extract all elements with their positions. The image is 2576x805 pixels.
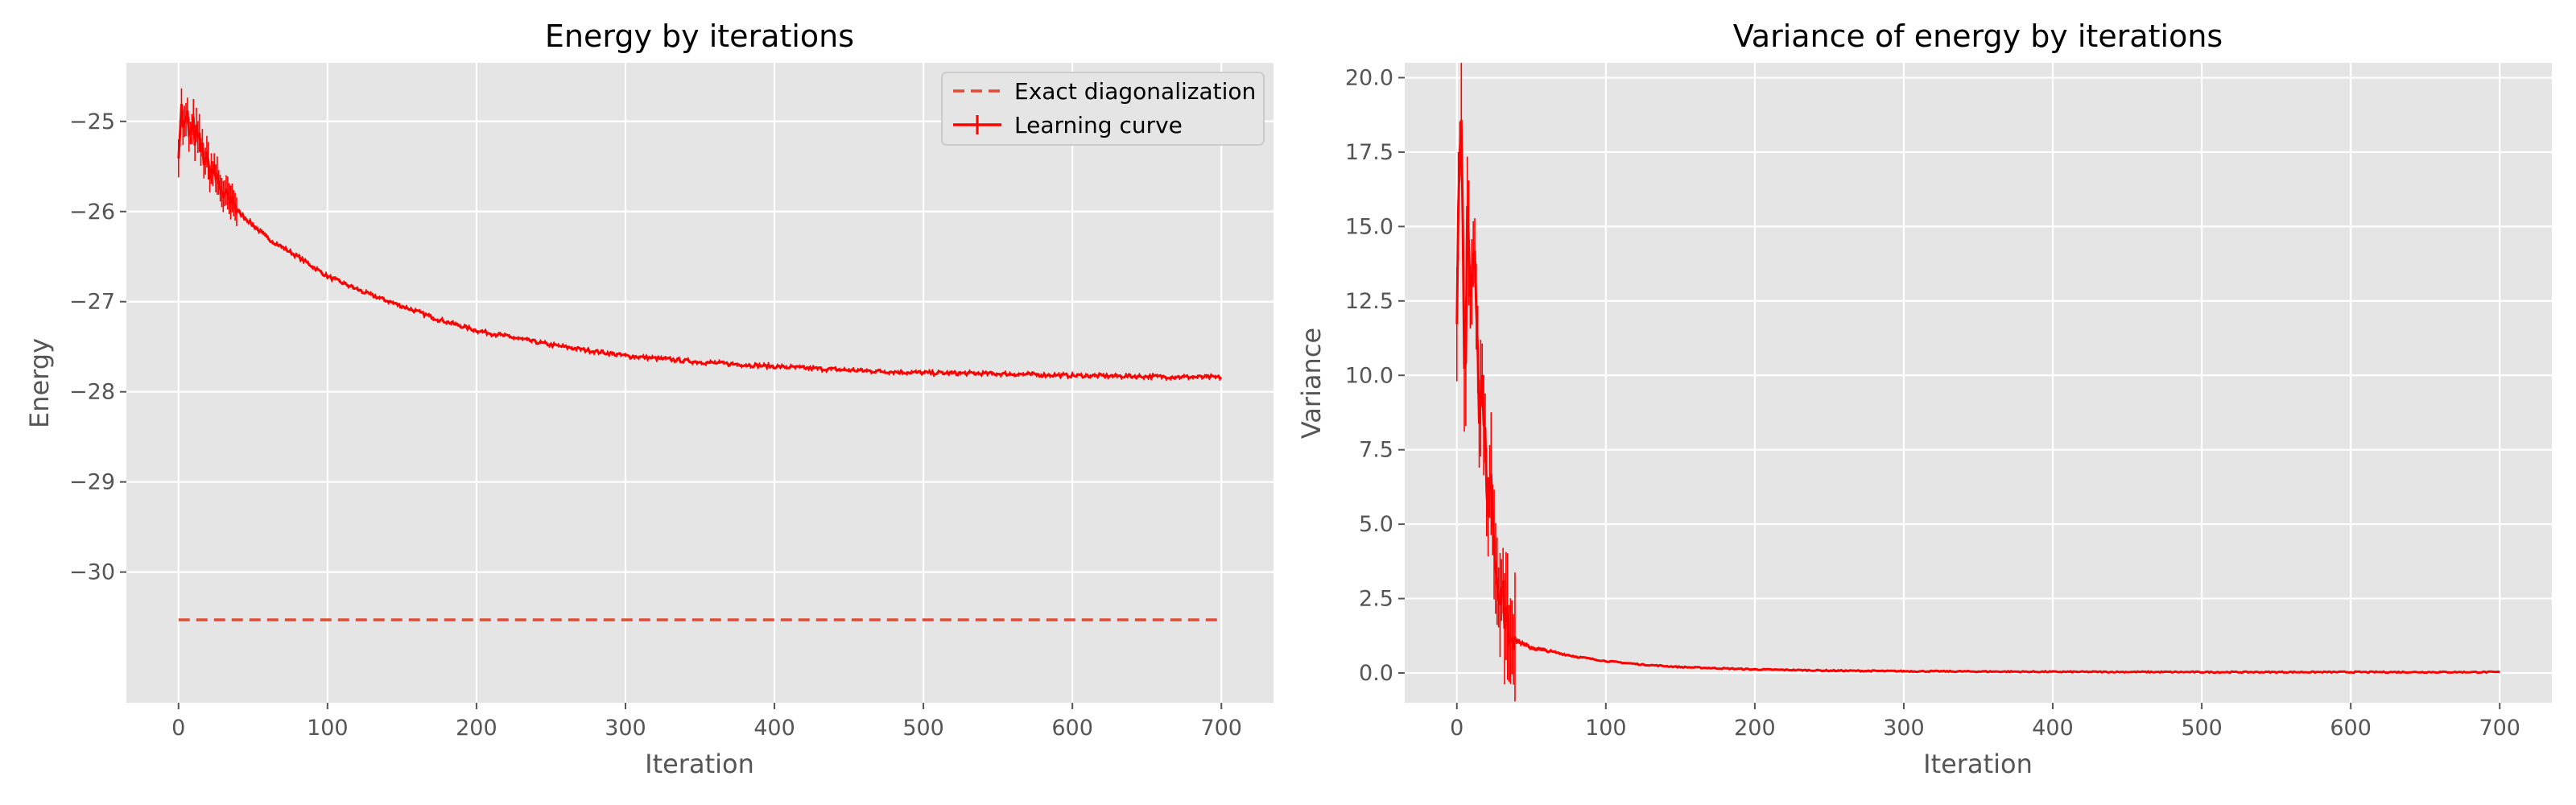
energy-y-tick-label: −30 [69,560,115,585]
energy-plot-area [126,63,1274,703]
energy-x-tick-label: 700 [1200,716,1242,741]
energy-x-tick-label: 0 [171,716,185,741]
variance-chart: 0 100 200 300 400 500 600 700 0.0 2.5 5.0 7.5 10.0 12… [1296,19,2552,779]
energy-x-tick-label: 500 [902,716,944,741]
variance-chart-title: Variance of energy by iterations [1733,19,2223,54]
variance-x-tick-label: 700 [2479,716,2520,741]
variance-y-axis-label: Variance [1296,328,1327,439]
energy-x-tick-label: 600 [1051,716,1093,741]
legend-entry-learning-curve: Learning curve [1014,112,1183,138]
variance-x-tick-label: 500 [2181,716,2223,741]
variance-x-tick-label: 0 [1450,716,1463,741]
energy-grid [126,63,1274,703]
energy-x-tick-label: 100 [307,716,349,741]
energy-y-tick-label: −27 [69,290,115,315]
variance-series-line [1455,119,2500,675]
legend-box [941,72,1265,146]
energy-x-tick-label: 300 [605,716,646,741]
energy-y-tick-label: −28 [69,380,115,405]
variance-y-tick-label: 7.5 [1359,438,1393,463]
variance-x-tick-label: 200 [1734,716,1776,741]
energy-legend: Exact diagonalization Learning curve [941,72,1265,146]
legend-entry-exact-diagonalization: Exact diagonalization [1014,78,1256,105]
variance-y-tick-label: 5.0 [1359,512,1393,537]
energy-y-tick-label: −29 [69,470,115,495]
energy-chart: 0 100 200 300 400 500 600 700 −25 −26 −27 −28 −29 −30… [24,19,1274,779]
energy-chart-title: Energy by iterations [545,19,854,54]
variance-y-tick-label: 15.0 [1345,214,1393,239]
variance-x-tick-label: 400 [2032,716,2074,741]
variance-grid [1405,63,2552,703]
energy-y-tick-label: −26 [69,200,115,225]
variance-plot-area [1405,63,2552,703]
variance-x-axis-label: Iteration [1923,749,2033,779]
variance-y-tick-label: 20.0 [1345,65,1393,90]
variance-ticks: 0 100 200 300 400 500 600 700 0.0 2.5 5.0 7.5 10.0 12… [1345,65,2520,741]
variance-x-tick-label: 600 [2330,716,2372,741]
variance-y-tick-label: 17.5 [1345,140,1393,165]
variance-y-tick-label: 0.0 [1359,661,1393,686]
energy-x-tick-label: 400 [753,716,795,741]
variance-y-tick-label: 12.5 [1345,289,1393,314]
energy-x-axis-label: Iteration [645,749,754,779]
variance-series-layer [1455,63,2500,702]
variance-y-tick-label: 2.5 [1359,587,1393,612]
energy-series-line [177,104,1223,382]
energy-y-axis-label: Energy [24,338,55,428]
energy-y-tick-label: −25 [69,109,115,134]
energy-series-layer [177,88,1223,621]
variance-y-tick-label: 10.0 [1345,363,1393,388]
energy-x-tick-label: 200 [456,716,497,741]
variance-x-tick-label: 100 [1585,716,1627,741]
energy-ticks: 0 100 200 300 400 500 600 700 −25 −26 −27 −28 −29 −30 [69,109,1242,741]
variance-x-tick-label: 300 [1883,716,1925,741]
